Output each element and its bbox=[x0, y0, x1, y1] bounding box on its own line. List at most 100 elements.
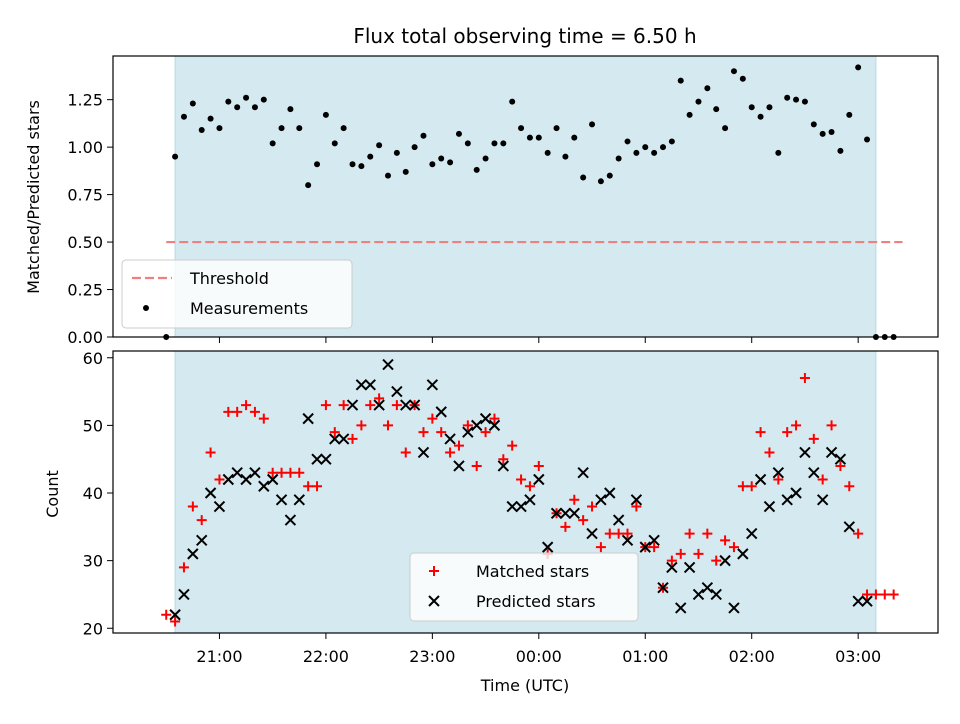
chart-title: Flux total observing time = 6.50 h bbox=[353, 24, 696, 48]
count-matched-stars-point-37 bbox=[489, 413, 500, 424]
count-predicted-stars-point-33 bbox=[462, 426, 474, 438]
count-predicted-stars-point-57 bbox=[675, 602, 687, 614]
count-predicted-stars-point-13 bbox=[284, 514, 297, 526]
count-predicted-stars-point-4 bbox=[204, 487, 217, 499]
ratio-measurements-point-14 bbox=[287, 106, 294, 113]
ratio-measurements-point-78 bbox=[855, 64, 862, 71]
ratio-measurements-point-11 bbox=[260, 96, 267, 103]
count-matched-stars-point-80 bbox=[870, 589, 881, 600]
ratio-measurements-point-61 bbox=[704, 85, 711, 92]
count-matched-stars-point-12 bbox=[267, 467, 278, 478]
count-matched-stars-point-79 bbox=[862, 589, 873, 600]
count-matched-stars-point-51 bbox=[613, 528, 624, 539]
ratio-measurements-point-4 bbox=[198, 127, 205, 134]
ratio-measurements-point-77 bbox=[846, 111, 853, 118]
count-matched-stars-point-16 bbox=[303, 481, 314, 492]
count-matched-stars-point-33 bbox=[453, 440, 464, 451]
count-predicted-stars-point-68 bbox=[772, 467, 785, 479]
count-legend-box bbox=[409, 552, 639, 622]
count-predicted-stars-point-17 bbox=[320, 453, 332, 465]
count-predicted-stars-point-29 bbox=[426, 379, 439, 391]
ratio-measurements-point-15 bbox=[296, 125, 303, 132]
count-predicted-stars-point-36 bbox=[488, 419, 501, 432]
ratio-measurements-point-33 bbox=[455, 130, 462, 137]
count-predicted-stars-point-69 bbox=[781, 494, 793, 506]
count-matched-stars-point-36 bbox=[480, 427, 491, 438]
count-predicted-stars-point-12 bbox=[275, 494, 288, 506]
count-predicted-stars-point-45 bbox=[568, 507, 580, 520]
count-matched-stars-point-5 bbox=[205, 447, 216, 458]
ratio-measurements-point-37 bbox=[491, 140, 498, 147]
ratio-measurements-point-44 bbox=[553, 125, 560, 132]
ratio-measurements-point-66 bbox=[748, 104, 755, 111]
x-tick-label-3: 00:00 bbox=[516, 647, 562, 666]
count-matched-stars-point-58 bbox=[675, 548, 686, 559]
count-predicted-stars-point-26 bbox=[400, 399, 412, 411]
count-matched-stars-point-52 bbox=[622, 528, 633, 539]
count-predicted-stars-point-63 bbox=[728, 602, 740, 614]
ratio-measurements-point-12 bbox=[269, 140, 276, 147]
ratio-measurements-point-31 bbox=[438, 155, 445, 162]
count-matched-stars-point-14 bbox=[285, 467, 296, 478]
ratio-measurements-point-65 bbox=[739, 75, 746, 82]
ratio-measurements-point-28 bbox=[411, 144, 418, 151]
ratio-measurements-point-3 bbox=[189, 100, 196, 107]
ratio-measurements-point-73 bbox=[810, 121, 817, 128]
count-predicted-stars-point-30 bbox=[435, 406, 447, 418]
count-predicted-stars-point-50 bbox=[612, 514, 625, 526]
count-predicted-stars-point-25 bbox=[391, 385, 403, 398]
count-predicted-stars-point-58 bbox=[683, 561, 696, 574]
ratio-measurements-point-74 bbox=[819, 130, 826, 137]
count-matched-stars-point-22 bbox=[356, 420, 367, 431]
count-predicted-stars-point-35 bbox=[479, 412, 492, 425]
ratio-measurements-point-49 bbox=[597, 178, 604, 185]
count-matched-stars-point-61 bbox=[702, 528, 713, 539]
count-matched-stars-point-81 bbox=[879, 589, 890, 600]
count-predicted-stars-point-66 bbox=[754, 473, 767, 486]
ratio-measurements-point-29 bbox=[420, 132, 427, 139]
ratio-measurements-point-19 bbox=[331, 140, 338, 147]
ratio-measurements-point-55 bbox=[651, 149, 658, 156]
count-predicted-stars-point-54 bbox=[648, 534, 660, 547]
count-matched-stars-point-11 bbox=[258, 413, 269, 424]
count-predicted-stars-point-21 bbox=[355, 379, 368, 391]
count-matched-stars-point-38 bbox=[498, 454, 509, 465]
count-matched-stars-point-20 bbox=[338, 400, 349, 411]
count-legend-label-0: Matched stars bbox=[476, 562, 589, 581]
count-matched-stars-point-46 bbox=[569, 494, 580, 505]
count-matched-stars-point-74 bbox=[817, 474, 828, 485]
ratio-measurements-point-56 bbox=[660, 144, 666, 151]
count-matched-stars-point-66 bbox=[746, 481, 757, 492]
ratio-measurements-point-51 bbox=[615, 155, 622, 162]
count-predicted-stars-point-10 bbox=[258, 480, 270, 492]
count-predicted-stars-point-40 bbox=[524, 494, 536, 506]
count-predicted-stars-point-52 bbox=[630, 494, 643, 506]
count-matched-stars-point-21 bbox=[347, 433, 358, 444]
ratio-measurements-point-43 bbox=[544, 149, 551, 156]
count-matched-stars-point-24 bbox=[374, 393, 385, 404]
count-matched-stars-point-82 bbox=[888, 589, 899, 600]
count-matched-stars-point-15 bbox=[294, 467, 305, 478]
count-predicted-stars-point-51 bbox=[621, 534, 634, 547]
ratio-legend: Threshold Measurements bbox=[121, 259, 353, 329]
count-predicted-stars-point-7 bbox=[231, 467, 243, 479]
count-matched-stars-point-59 bbox=[684, 528, 695, 539]
count-matched-stars-point-73 bbox=[808, 433, 819, 444]
count-matched-stars-point-69 bbox=[773, 474, 784, 485]
count-panel: 20 30 40 50 60 21:00 22:00 23:00 00:00 01:00 02:00… bbox=[83, 349, 939, 666]
ratio-measurements-point-34 bbox=[464, 140, 471, 147]
count-predicted-stars-point-61 bbox=[710, 588, 722, 601]
x-tick-label-4: 01:00 bbox=[622, 647, 668, 666]
count-matched-stars-point-70 bbox=[782, 427, 793, 438]
ratio-measurements-point-46 bbox=[571, 134, 578, 141]
count-matched-stars-point-39 bbox=[507, 440, 518, 451]
ratio-panel: 0.00 0.25 0.50 0.75 1.00 1.25 Threshold Measure… bbox=[67, 55, 939, 347]
count-predicted-stars-point-75 bbox=[834, 453, 847, 465]
count-matched-stars-point-18 bbox=[320, 400, 331, 411]
count-matched-stars-point-1 bbox=[170, 616, 181, 627]
count-matched-stars-point-25 bbox=[383, 420, 393, 431]
ratio-measurements-point-50 bbox=[606, 172, 613, 179]
count-predicted-stars-point-3 bbox=[196, 534, 208, 547]
ratio-measurements-point-1 bbox=[172, 153, 179, 160]
count-predicted-stars-point-5 bbox=[213, 500, 226, 513]
